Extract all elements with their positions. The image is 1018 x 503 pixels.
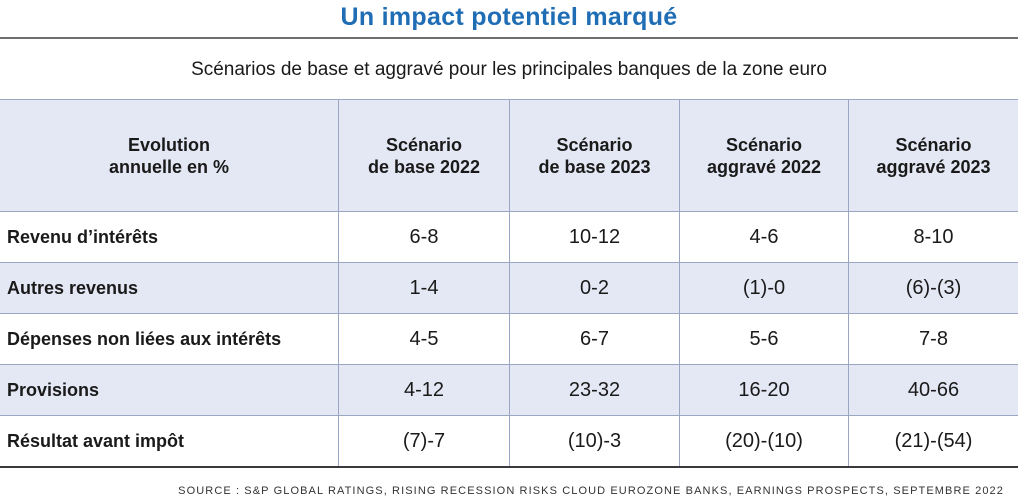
column-header-base-2023: Scénario de base 2023: [509, 100, 679, 211]
row-label: Dépenses non liées aux intérêts: [7, 328, 282, 349]
table-cell: (1)-0: [679, 263, 848, 313]
table-row: Résultat avant impôt (7)-7 (10)-3 (20)-(…: [0, 416, 1018, 466]
table-cell: 4-6: [679, 212, 848, 262]
row-label: Revenu d’intérêts: [7, 226, 159, 247]
column-header-label: Scénario de base 2022: [367, 134, 481, 177]
column-header-label: Scénario de base 2023: [538, 134, 651, 177]
column-header-base-2022: Scénario de base 2022: [338, 100, 509, 211]
table-cell: 4-5: [338, 314, 509, 364]
row-label: Autres revenus: [7, 277, 139, 298]
table-cell: 8-10: [848, 212, 1018, 262]
table-cell: (20)-(10): [679, 416, 848, 466]
table-cell: (10)-3: [509, 416, 679, 466]
table-cell: 0-2: [509, 263, 679, 313]
table-subtitle: Scénarios de base et aggravé pour les pr…: [191, 59, 827, 80]
table-cell: 40-66: [848, 365, 1018, 415]
table-cell: (7)-7: [338, 416, 509, 466]
column-header-evolution: Evolution annuelle en %: [0, 100, 338, 211]
table-cell: (6)-(3): [848, 263, 1018, 313]
page-title: Un impact potentiel marqué: [340, 3, 678, 31]
table-cell: 1-4: [338, 263, 509, 313]
column-header-label: Evolution annuelle en %: [108, 134, 230, 177]
column-header-label: Scénario aggravé 2023: [876, 134, 991, 177]
table-row: Dépenses non liées aux intérêts 4-5 6-7 …: [0, 314, 1018, 365]
table-row: Autres revenus 1-4 0-2 (1)-0 (6)-(3): [0, 263, 1018, 314]
table-cell: 6-8: [338, 212, 509, 262]
column-header-adverse-2023: Scénario aggravé 2023: [848, 100, 1018, 211]
row-label: Provisions: [7, 379, 100, 400]
table-cell: (21)-(54): [848, 416, 1018, 466]
table-cell: 7-8: [848, 314, 1018, 364]
column-header-label: Scénario aggravé 2022: [706, 134, 822, 177]
table-cell: 16-20: [679, 365, 848, 415]
table-row: Revenu d’intérêts 6-8 10-12 4-6 8-10: [0, 212, 1018, 263]
table-row: Provisions 4-12 23-32 16-20 40-66: [0, 365, 1018, 416]
table-header-row: Evolution annuelle en % Scénario de base…: [0, 100, 1018, 212]
table-cell: 4-12: [338, 365, 509, 415]
table-cell: 6-7: [509, 314, 679, 364]
table-cell: 5-6: [679, 314, 848, 364]
table-cell: 10-12: [509, 212, 679, 262]
scenario-table: Evolution annuelle en % Scénario de base…: [0, 99, 1018, 468]
table-cell: 23-32: [509, 365, 679, 415]
title-divider: [0, 37, 1018, 39]
source-note: SOURCE : S&P GLOBAL RATINGS, RISING RECE…: [178, 485, 1004, 497]
row-label: Résultat avant impôt: [7, 430, 185, 451]
column-header-adverse-2022: Scénario aggravé 2022: [679, 100, 848, 211]
